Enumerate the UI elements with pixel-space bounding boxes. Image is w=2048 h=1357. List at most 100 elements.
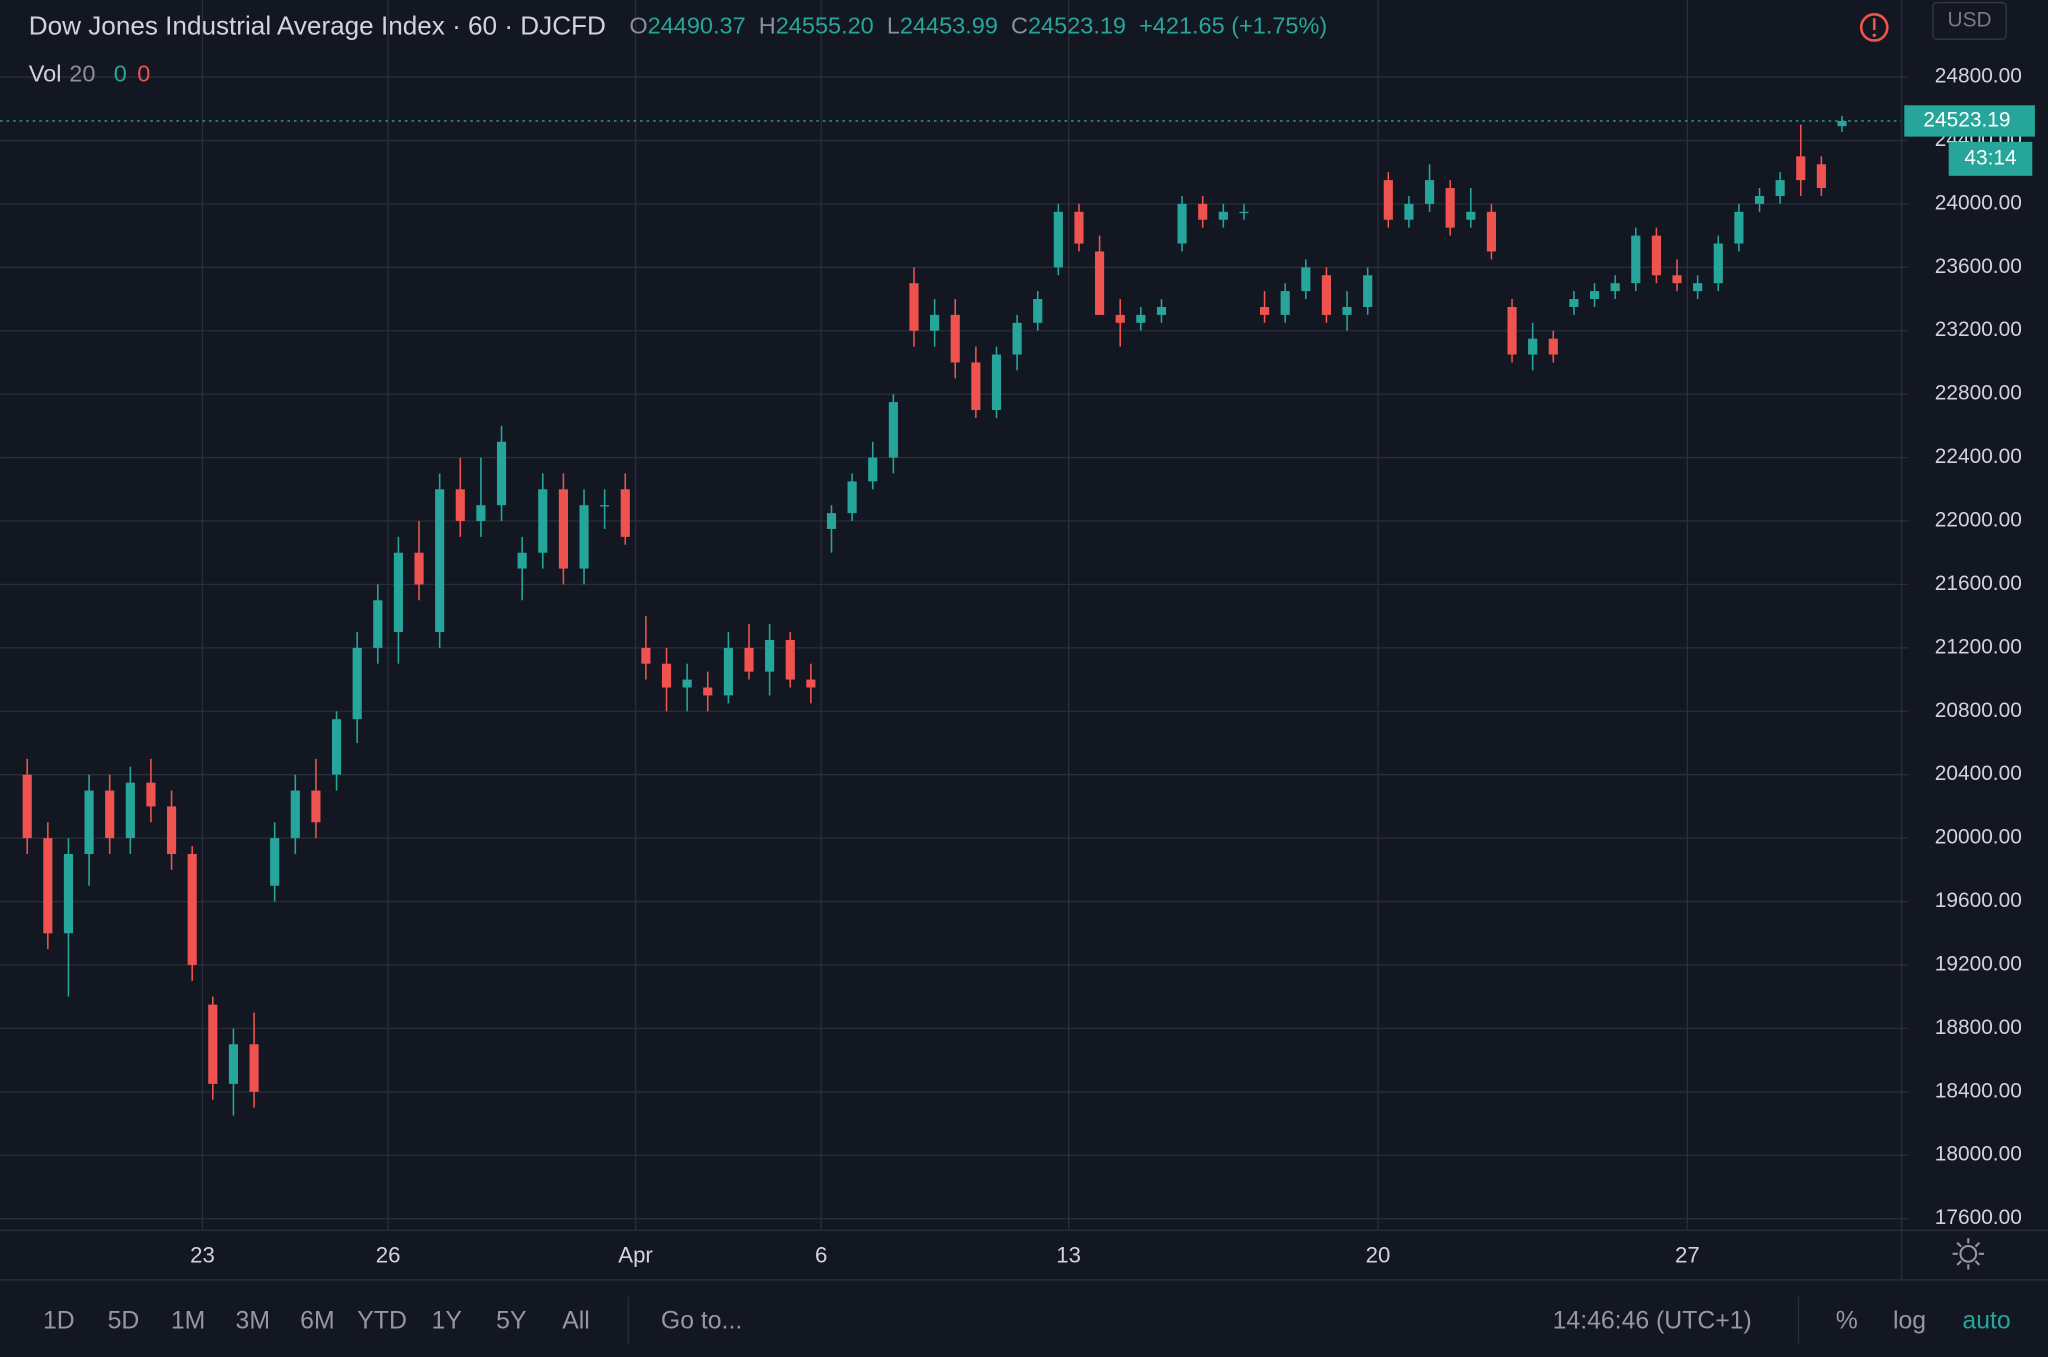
candle-body (1569, 299, 1579, 307)
close-value: 24523.19 (1028, 13, 1126, 39)
candle-body (1754, 195, 1765, 204)
candle-body (1507, 306, 1517, 355)
close-label: C (1011, 13, 1028, 39)
currency-box[interactable] (1932, 1, 2007, 40)
range-button[interactable]: YTD (357, 1307, 407, 1334)
candle-body (806, 679, 816, 688)
settings-icon[interactable] (1952, 1238, 1984, 1270)
candle-body (661, 663, 672, 688)
candle-body (1404, 203, 1414, 220)
x-tick-label: 27 (1675, 1242, 1700, 1267)
range-button[interactable]: 5Y (496, 1307, 526, 1334)
auto-toggle[interactable]: auto (1962, 1307, 2010, 1334)
change: +421.65 (+1.75%) (1139, 13, 1327, 39)
candle-body (868, 457, 878, 482)
y-tick-label: 19600.00 (1935, 889, 2022, 912)
candle-body (991, 354, 1002, 411)
candle-body (455, 489, 465, 522)
candle-body (1672, 275, 1682, 284)
high-label: H (759, 13, 776, 39)
volume-legend: Vol 20 0 0 (29, 61, 151, 87)
range-button[interactable]: 5D (108, 1307, 140, 1334)
alert-icon[interactable] (1859, 13, 1889, 42)
log-toggle[interactable]: log (1893, 1307, 1926, 1334)
candle-body (847, 481, 857, 514)
candle-body (249, 1044, 259, 1092)
candle-body (1796, 156, 1806, 181)
candle-body (1136, 314, 1146, 323)
candle-body (311, 790, 321, 823)
y-tick-label: 18400.00 (1935, 1079, 2022, 1102)
candle-body (1280, 291, 1290, 315)
candle-body (63, 853, 74, 934)
candle-body (22, 774, 32, 839)
candle-body (950, 314, 960, 363)
y-tick-label: 20000.00 (1935, 826, 2022, 849)
range-button[interactable]: All (562, 1307, 590, 1334)
candle-body (558, 489, 568, 569)
candle-body (1528, 338, 1538, 355)
low-label: L (887, 13, 900, 39)
candle-body (1074, 211, 1084, 244)
currency[interactable]: USD (1948, 8, 1992, 31)
range-button[interactable]: 3M (236, 1307, 270, 1334)
candle-body (125, 782, 135, 839)
candle-body (43, 838, 53, 934)
x-tick-label: 13 (1056, 1242, 1081, 1267)
candle-body (517, 552, 527, 569)
range-button[interactable]: 6M (300, 1307, 334, 1334)
candle-body (352, 647, 362, 720)
candle-body (744, 647, 754, 672)
x-tick-label: 6 (815, 1242, 827, 1267)
y-tick-label: 22400.00 (1935, 445, 2022, 468)
y-tick-label: 24000.00 (1935, 191, 2022, 214)
clock[interactable]: 14:46:46 (UTC+1) (1553, 1307, 1752, 1334)
price-axis: 17600.00 18000.00 18400.00 18800.00 19200.00… (1901, 65, 2035, 1229)
range-button[interactable]: 1Y (432, 1307, 462, 1334)
alert-dot[interactable] (1872, 33, 1876, 37)
percent-toggle[interactable]: % (1836, 1307, 1858, 1334)
y-tick-label: 23200.00 (1935, 318, 2022, 341)
range-button[interactable]: 1M (171, 1307, 205, 1334)
y-tick-label: 20800.00 (1935, 699, 2022, 722)
candle-body (105, 790, 115, 839)
candle-body (373, 600, 383, 648)
candle-body (1486, 211, 1496, 252)
settings-rays[interactable] (1952, 1238, 1984, 1270)
candle-body (270, 838, 280, 886)
range-button[interactable]: 1D (43, 1307, 75, 1334)
last-price-label: 24523.19 (1923, 108, 2010, 131)
y-tick-label: 19200.00 (1935, 952, 2022, 975)
candle-body (1734, 211, 1744, 244)
candle-body (723, 647, 733, 696)
candle-body (393, 552, 403, 633)
candle-body (930, 314, 940, 331)
candle-body (703, 687, 713, 696)
candle-body (1095, 251, 1105, 315)
candle-body (1301, 267, 1311, 292)
volume-label: Vol (29, 61, 62, 87)
candle-body (1466, 211, 1476, 220)
candle-body (1363, 275, 1373, 307)
candle-body (1445, 188, 1455, 228)
candle-body (1816, 164, 1826, 189)
candle-body (1177, 203, 1187, 244)
candle-body (331, 719, 342, 775)
candle-body (1651, 235, 1661, 276)
y-tick-label: 18000.00 (1935, 1143, 2022, 1166)
x-tick-label: 26 (376, 1242, 401, 1267)
goto-button[interactable]: Go to... (661, 1307, 742, 1334)
open-value: 24490.37 (648, 13, 746, 39)
candle-body (166, 806, 177, 854)
candle-body (146, 782, 156, 807)
volume-down: 0 (137, 61, 150, 87)
candle-body (641, 647, 651, 664)
countdown-label: 43:14 (1964, 146, 2016, 169)
toolbar: 1D 5D 1M 3M 6M YTD 1Y 5Y All Go to... 14:46:46 (UT… (43, 1307, 2011, 1334)
candle-body (1012, 322, 1022, 355)
alert-circle[interactable] (1859, 13, 1889, 42)
candle-body (1589, 291, 1600, 300)
candle-body (1424, 180, 1435, 204)
settings-gear[interactable] (1959, 1244, 1978, 1263)
